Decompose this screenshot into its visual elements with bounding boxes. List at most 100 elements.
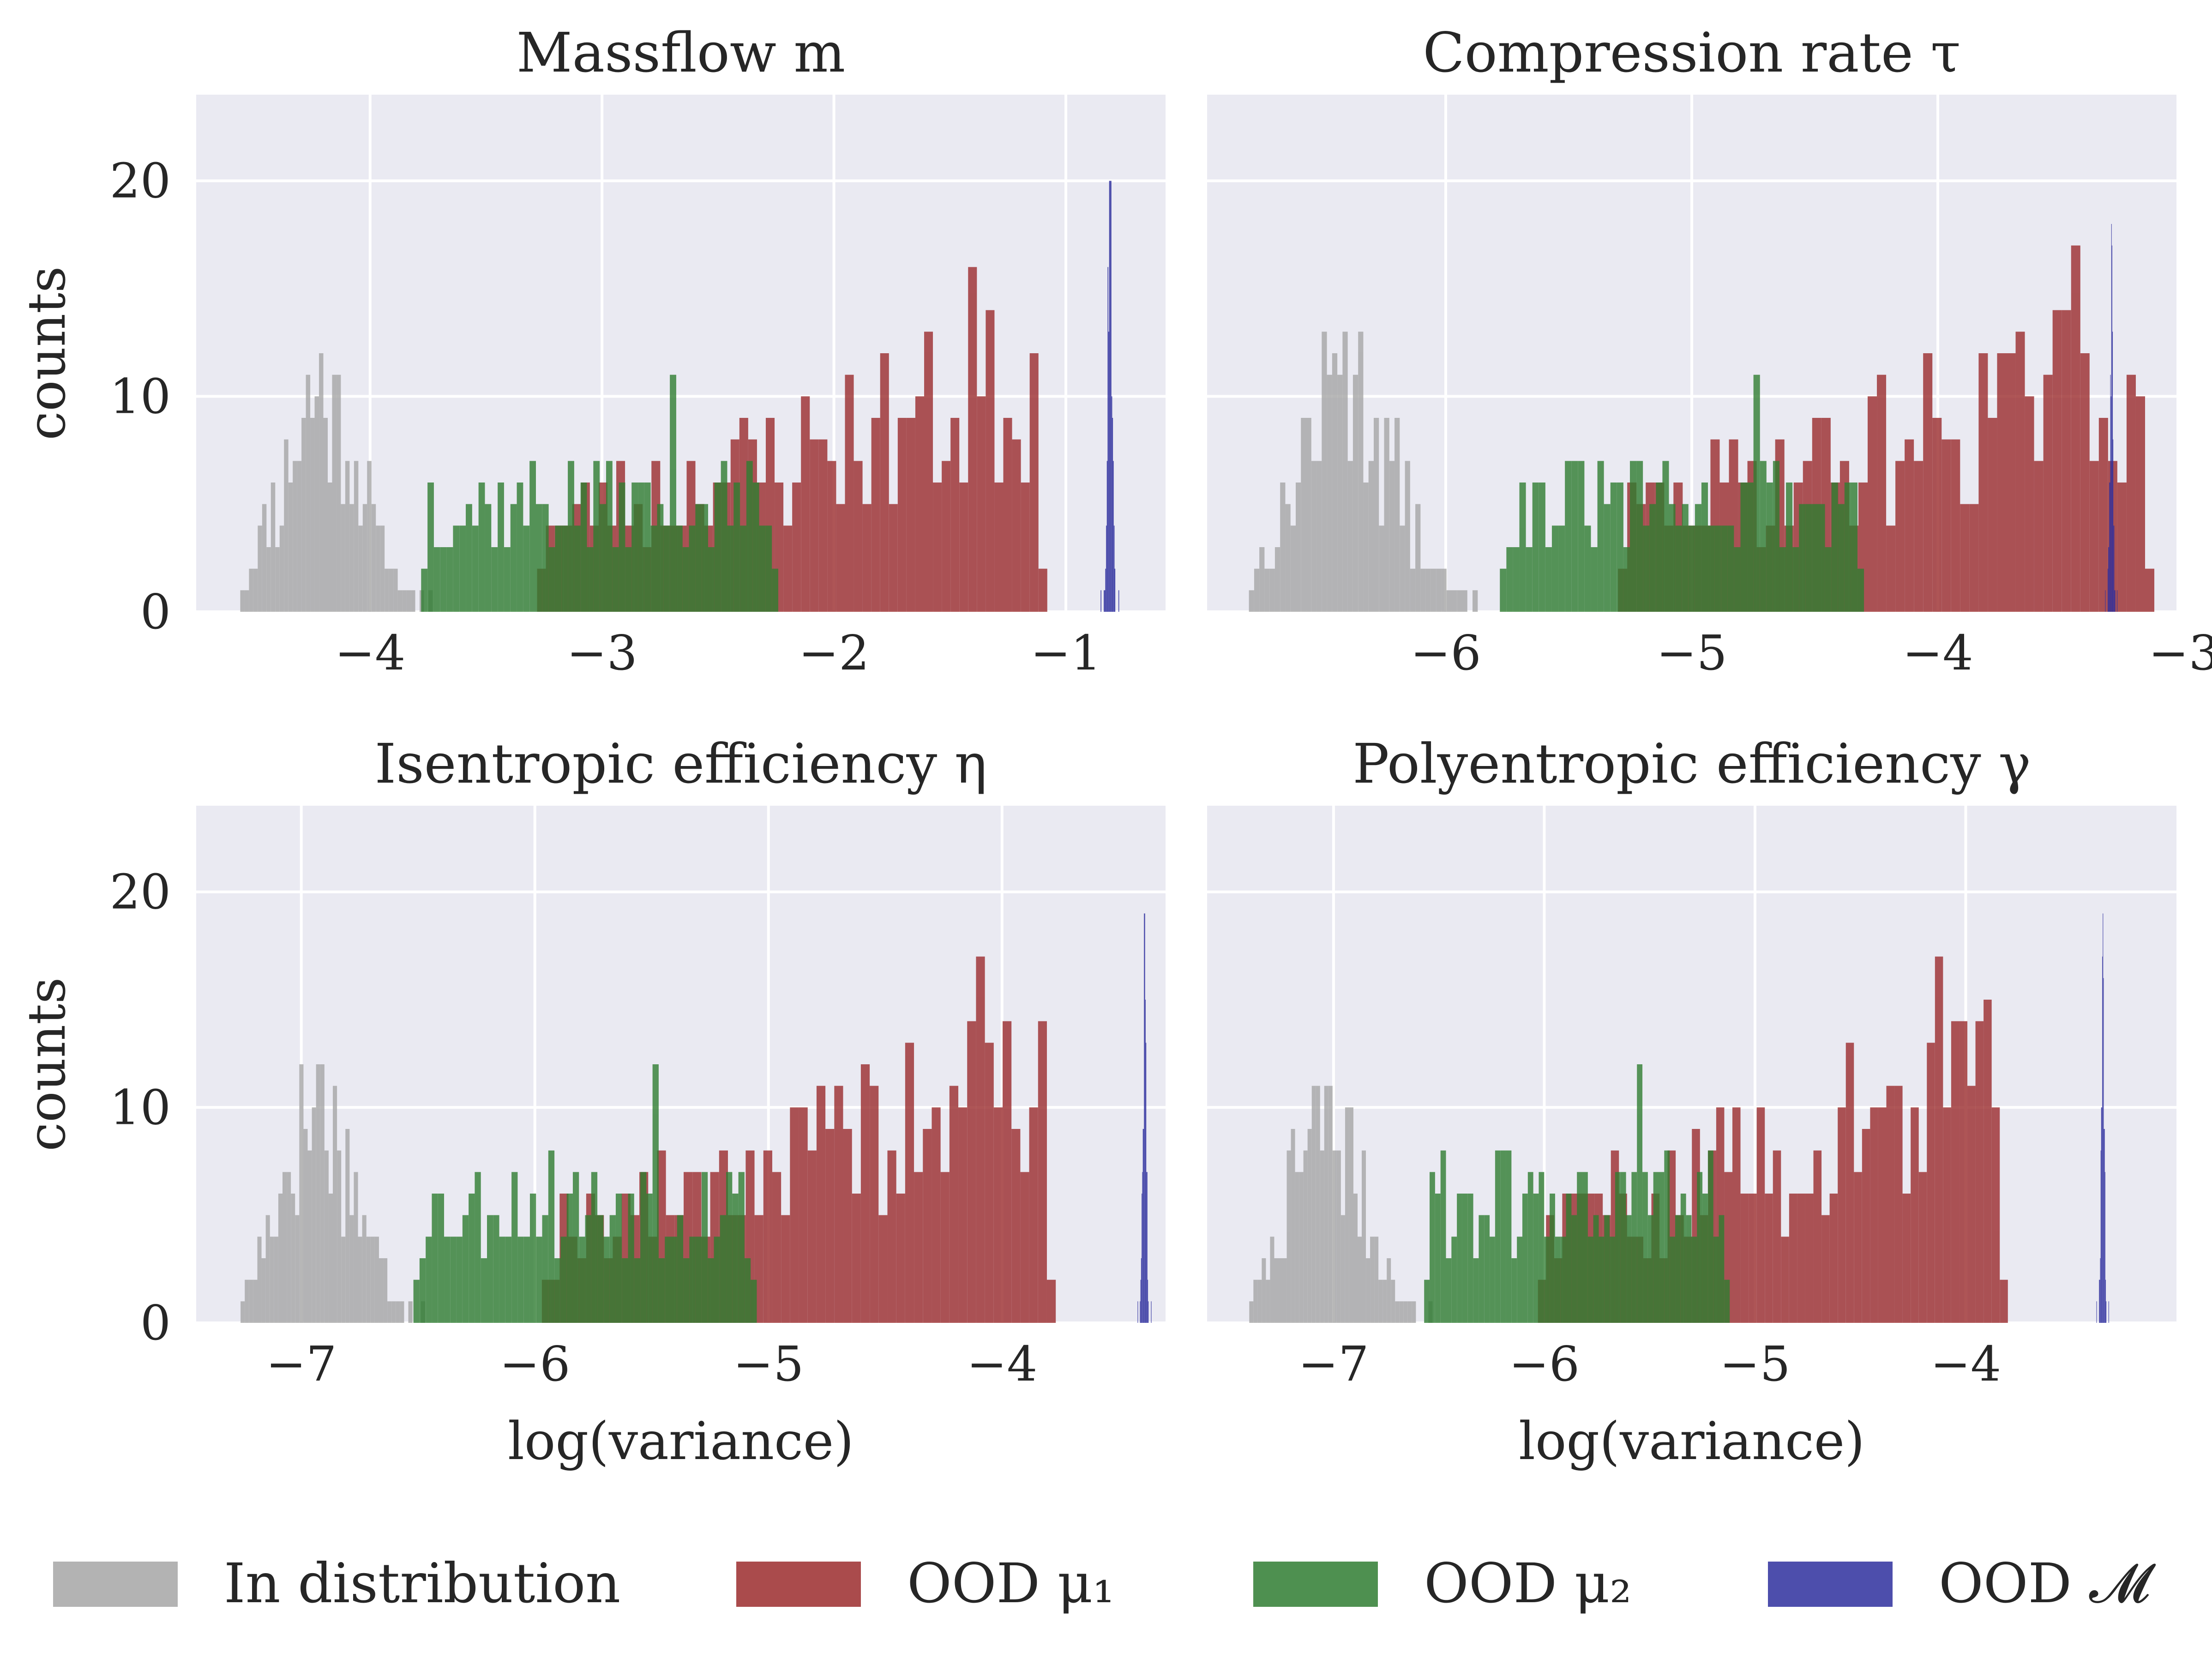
histogram-bar xyxy=(906,418,915,612)
histogram-bar xyxy=(1020,1172,1029,1323)
histogram-bar xyxy=(1345,1107,1349,1323)
histogram-bar xyxy=(807,1150,817,1323)
histogram-bar xyxy=(1753,374,1760,612)
histogram-bar xyxy=(1278,1258,1283,1323)
histogram-bar xyxy=(561,525,568,612)
histogram-bar xyxy=(1257,1279,1262,1323)
histogram-bar xyxy=(682,547,689,612)
histogram-bar xyxy=(985,1043,994,1323)
histogram-bar xyxy=(2108,547,2109,612)
histogram-bar xyxy=(1446,590,1452,612)
histogram-bar xyxy=(419,1258,426,1323)
histogram-bar xyxy=(1545,547,1552,612)
y-tick-label: 0 xyxy=(140,1295,171,1351)
histogram-bar xyxy=(1727,525,1734,612)
histogram-bar xyxy=(1565,461,1572,612)
histogram-bar xyxy=(253,568,258,612)
histogram-bar xyxy=(341,1237,346,1323)
panel-title: Massflow m xyxy=(517,21,845,84)
histogram-bar xyxy=(880,353,889,612)
histogram-bar xyxy=(781,1215,790,1323)
histogram-bar xyxy=(240,590,245,612)
histogram-bar xyxy=(1886,1086,1895,1323)
histogram-bar xyxy=(1821,1215,1830,1323)
histogram-bar xyxy=(625,547,632,612)
histogram-bar xyxy=(1451,590,1457,612)
histogram-bar xyxy=(2052,310,2062,612)
histogram-bar xyxy=(2080,353,2090,612)
histogram-bar xyxy=(862,504,872,612)
histogram-bar xyxy=(517,1237,524,1323)
x-tick-label: −7 xyxy=(1298,1336,1369,1392)
histogram-bar xyxy=(1366,1258,1370,1323)
histogram-bar xyxy=(2117,483,2127,612)
histogram-bar xyxy=(708,547,715,612)
histogram-bar xyxy=(2071,245,2080,612)
histogram-bar xyxy=(1812,504,1819,612)
histogram-bar xyxy=(1295,483,1301,612)
histogram-bar xyxy=(1797,1194,1805,1323)
histogram-bar xyxy=(1734,547,1741,612)
histogram-bar xyxy=(1253,1279,1258,1323)
histogram-bar xyxy=(606,461,613,612)
series-in-distribution xyxy=(240,1064,425,1323)
histogram-bar xyxy=(1391,1279,1395,1323)
histogram-bar xyxy=(1435,1194,1441,1323)
histogram-bar xyxy=(1347,461,1353,612)
histogram-bar xyxy=(1766,483,1773,612)
histogram-bar xyxy=(1642,1172,1648,1323)
histogram-bar xyxy=(1582,1172,1588,1323)
histogram-bar xyxy=(262,504,267,612)
histogram-bar xyxy=(2110,374,2111,612)
histogram-bar xyxy=(1484,1215,1490,1323)
histogram-bar xyxy=(2111,224,2112,612)
histogram-bar xyxy=(1604,504,1611,612)
histogram-bar xyxy=(1680,1194,1686,1323)
histogram-bar xyxy=(336,374,341,612)
histogram-bar xyxy=(1440,1150,1446,1323)
histogram-bar xyxy=(291,1194,295,1323)
histogram-bar xyxy=(1943,1107,1951,1323)
histogram-bar xyxy=(1003,1021,1012,1323)
histogram-bar xyxy=(288,483,293,612)
histogram-bar xyxy=(949,1086,959,1323)
histogram-bars xyxy=(240,181,1119,612)
histogram-bar xyxy=(638,483,644,612)
histogram-bar xyxy=(2112,332,2113,612)
histogram-bar xyxy=(440,547,447,612)
histogram-bar xyxy=(1506,1150,1512,1323)
histogram-bar xyxy=(1451,1237,1457,1323)
histogram-bar xyxy=(1336,1150,1341,1323)
legend-swatch xyxy=(1253,1562,1378,1607)
histogram-bar xyxy=(2102,956,2103,1323)
panel-3: Isentropic efficiency η −7 −6 −5 −4 0 10 20 coun… xyxy=(17,732,1166,1472)
legend-item: OOD μ₂ xyxy=(1253,1551,1632,1615)
x-axis-label: log(variance) xyxy=(1519,1412,1865,1472)
histogram-bar xyxy=(2115,590,2116,612)
histogram-bar xyxy=(896,1194,905,1323)
histogram-bar xyxy=(1506,547,1513,612)
x-tick-label: −3 xyxy=(2148,625,2212,681)
histogram-bar xyxy=(887,1150,896,1323)
histogram-bar xyxy=(459,525,466,612)
histogram-bar xyxy=(619,483,625,612)
histogram-bar xyxy=(1495,1150,1501,1323)
histogram-bar xyxy=(529,461,536,612)
histogram-bar xyxy=(314,396,319,612)
histogram-bar xyxy=(376,525,380,612)
histogram-bar xyxy=(1740,1194,1749,1323)
histogram-bar xyxy=(924,332,933,612)
histogram-bar xyxy=(1374,1237,1379,1323)
histogram-bar xyxy=(319,353,324,612)
histogram-bar xyxy=(310,418,315,612)
histogram-bar xyxy=(1620,1172,1626,1323)
histogram-bar xyxy=(1249,1301,1254,1323)
histogram-bar xyxy=(1831,483,1838,612)
histogram-bar xyxy=(1118,590,1119,612)
histogram-bar xyxy=(450,1237,457,1323)
x-tick-label: −2 xyxy=(799,625,869,681)
histogram-bar xyxy=(1479,1215,1485,1323)
histogram-bar xyxy=(1533,1194,1539,1323)
histogram-bar xyxy=(1636,461,1643,612)
histogram-bar xyxy=(1517,1237,1522,1323)
